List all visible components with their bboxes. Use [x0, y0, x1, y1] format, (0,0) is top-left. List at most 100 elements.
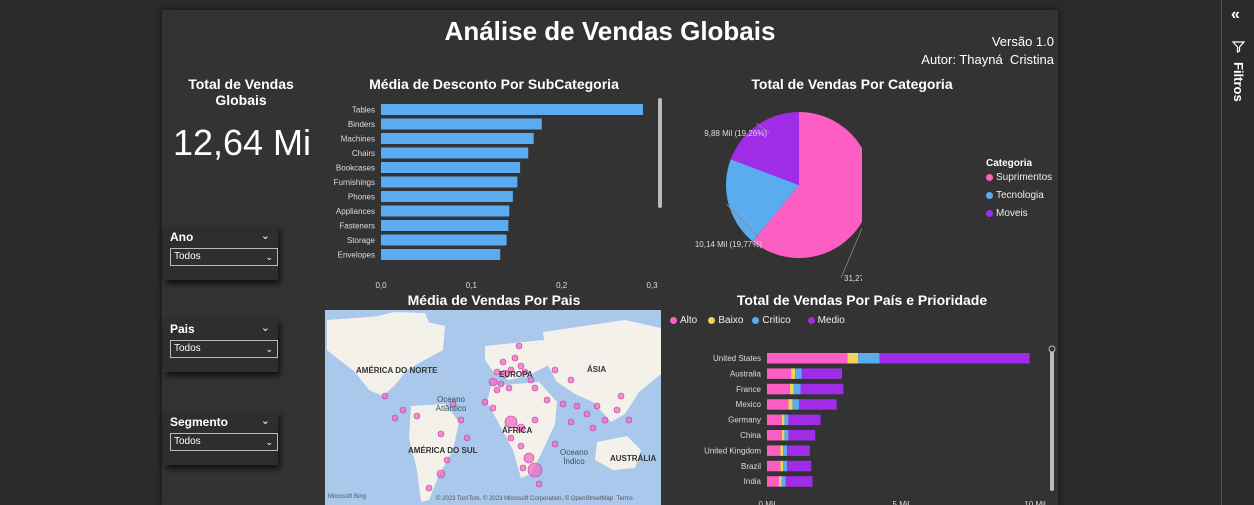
bar[interactable]: [381, 162, 521, 173]
legend-item[interactable]: Alto: [670, 315, 697, 326]
map-bubble[interactable]: [613, 406, 621, 414]
bar[interactable]: [381, 118, 542, 130]
map-attribution[interactable]: © 2023 TomTom, © 2023 Microsoft Corporat…: [436, 496, 633, 502]
chevron-down-icon[interactable]: ⌄: [260, 230, 270, 242]
filters-toggle[interactable]: Filtros: [1228, 62, 1248, 122]
stacked-segment[interactable]: [789, 383, 794, 395]
legend-item[interactable]: Tecnologia: [986, 190, 1044, 201]
stacked-segment[interactable]: [783, 445, 788, 456]
category-pie-chart[interactable]: 31,27 Mil (60,97%) 10,14 Mil (19,77%) 9,88…: [662, 96, 862, 296]
slicer-segmento-dropdown[interactable]: Todos ⌄: [170, 433, 278, 451]
stacked-segment[interactable]: [767, 399, 789, 410]
map-bubble[interactable]: [463, 434, 471, 442]
map-bubble[interactable]: [527, 376, 535, 384]
scrollbar-thumb[interactable]: [658, 98, 662, 208]
pie-slice[interactable]: [726, 159, 799, 242]
map-bubble[interactable]: [425, 484, 433, 492]
map-bubble[interactable]: [559, 400, 567, 408]
chevron-down-icon[interactable]: ⌄: [260, 322, 270, 334]
legend-item[interactable]: Moveis: [986, 208, 1028, 219]
map-bubble[interactable]: [489, 404, 497, 412]
collapse-pane-icon[interactable]: «: [1231, 6, 1240, 23]
map-bubble[interactable]: [519, 464, 527, 472]
stacked-segment[interactable]: [767, 430, 782, 441]
scrollbar-thumb[interactable]: [1050, 349, 1054, 491]
map-bubble[interactable]: [523, 452, 535, 464]
map-bubble[interactable]: [517, 362, 525, 370]
map-bubble[interactable]: [437, 430, 445, 438]
stacked-segment[interactable]: [795, 368, 802, 379]
legend-item[interactable]: Medio: [807, 315, 845, 326]
map-bubble[interactable]: [488, 377, 498, 387]
bar[interactable]: [381, 191, 513, 202]
stacked-segment[interactable]: [784, 430, 789, 441]
map-bubble[interactable]: [573, 402, 581, 410]
bar[interactable]: [381, 176, 518, 188]
country-priority-stacked-chart[interactable]: United States Australia France Mexico German…: [670, 335, 1056, 505]
map-bubble[interactable]: [499, 358, 507, 366]
bar[interactable]: [381, 220, 509, 231]
legend-item[interactable]: Critico: [752, 315, 791, 326]
bar[interactable]: [381, 133, 534, 144]
map-bubble[interactable]: [443, 456, 451, 464]
map-bubble[interactable]: [543, 396, 551, 404]
stacked-segment[interactable]: [781, 430, 785, 441]
map-bubble[interactable]: [457, 416, 465, 424]
map-bubble[interactable]: [500, 369, 510, 379]
pie-slice[interactable]: [752, 112, 862, 258]
stacked-segment[interactable]: [793, 383, 801, 395]
map-bubble[interactable]: [583, 410, 591, 418]
map-bubble[interactable]: [511, 354, 519, 362]
stacked-segment[interactable]: [792, 399, 800, 410]
stacked-segment[interactable]: [858, 353, 880, 364]
scrollbar-handle[interactable]: [1048, 345, 1056, 353]
map-bubble[interactable]: [535, 480, 543, 488]
map-bubble[interactable]: [589, 424, 597, 432]
map-bubble[interactable]: [567, 376, 575, 384]
map-bubble[interactable]: [449, 400, 457, 408]
stacked-segment[interactable]: [767, 460, 781, 472]
slicer-pais-dropdown[interactable]: Todos ⌄: [170, 340, 278, 358]
bar[interactable]: [381, 104, 643, 115]
stacked-segment[interactable]: [784, 414, 789, 426]
stacked-segment[interactable]: [791, 368, 796, 379]
map-bubble[interactable]: [507, 434, 515, 442]
map-bubble[interactable]: [436, 469, 446, 479]
map-bubble[interactable]: [507, 366, 515, 374]
stacked-segment[interactable]: [781, 476, 786, 487]
stacked-segment[interactable]: [783, 460, 788, 472]
map-bubble[interactable]: [527, 462, 543, 478]
discount-bar-chart[interactable]: Tables Binders Machines Chairs Bookcases Furn…: [322, 96, 672, 296]
stacked-segment[interactable]: [847, 353, 859, 364]
map-bubble[interactable]: [531, 384, 539, 392]
map-bubble[interactable]: [617, 392, 625, 400]
map-bubble[interactable]: [593, 402, 601, 410]
map-bubble[interactable]: [517, 442, 525, 450]
slicer-ano-dropdown[interactable]: Todos ⌄: [170, 248, 278, 266]
stacked-segment[interactable]: [800, 383, 844, 395]
stacked-segment[interactable]: [767, 476, 780, 487]
stacked-segment[interactable]: [780, 460, 784, 472]
map-bubble[interactable]: [381, 392, 389, 400]
map-bubble[interactable]: [399, 406, 407, 414]
bar[interactable]: [381, 147, 529, 159]
stacked-segment[interactable]: [767, 353, 848, 364]
stacked-segment[interactable]: [781, 414, 785, 426]
map-bubble[interactable]: [521, 368, 529, 376]
map-bubble[interactable]: [391, 414, 399, 422]
map-bubble[interactable]: [567, 418, 575, 426]
map-bubble[interactable]: [493, 386, 501, 394]
map-bubble[interactable]: [413, 412, 421, 420]
stacked-segment[interactable]: [767, 383, 790, 395]
bar[interactable]: [381, 205, 510, 217]
map-bubble[interactable]: [601, 416, 609, 424]
stacked-segment[interactable]: [779, 476, 782, 487]
world-map[interactable]: [325, 310, 661, 505]
stacked-segment[interactable]: [780, 445, 784, 456]
bar[interactable]: [381, 249, 501, 260]
map-bubble[interactable]: [515, 342, 523, 350]
stacked-segment[interactable]: [801, 368, 843, 379]
map-bubble[interactable]: [504, 415, 518, 429]
stacked-segment[interactable]: [788, 399, 793, 410]
map-bubble[interactable]: [505, 384, 513, 392]
